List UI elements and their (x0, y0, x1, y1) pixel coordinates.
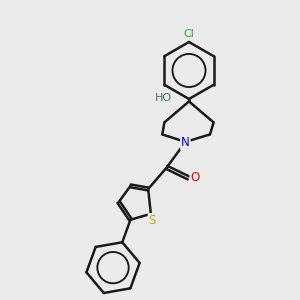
Text: N: N (181, 136, 190, 149)
Text: Cl: Cl (184, 28, 194, 39)
Text: O: O (190, 171, 200, 184)
Text: HO: HO (155, 93, 172, 103)
Text: S: S (148, 214, 156, 227)
